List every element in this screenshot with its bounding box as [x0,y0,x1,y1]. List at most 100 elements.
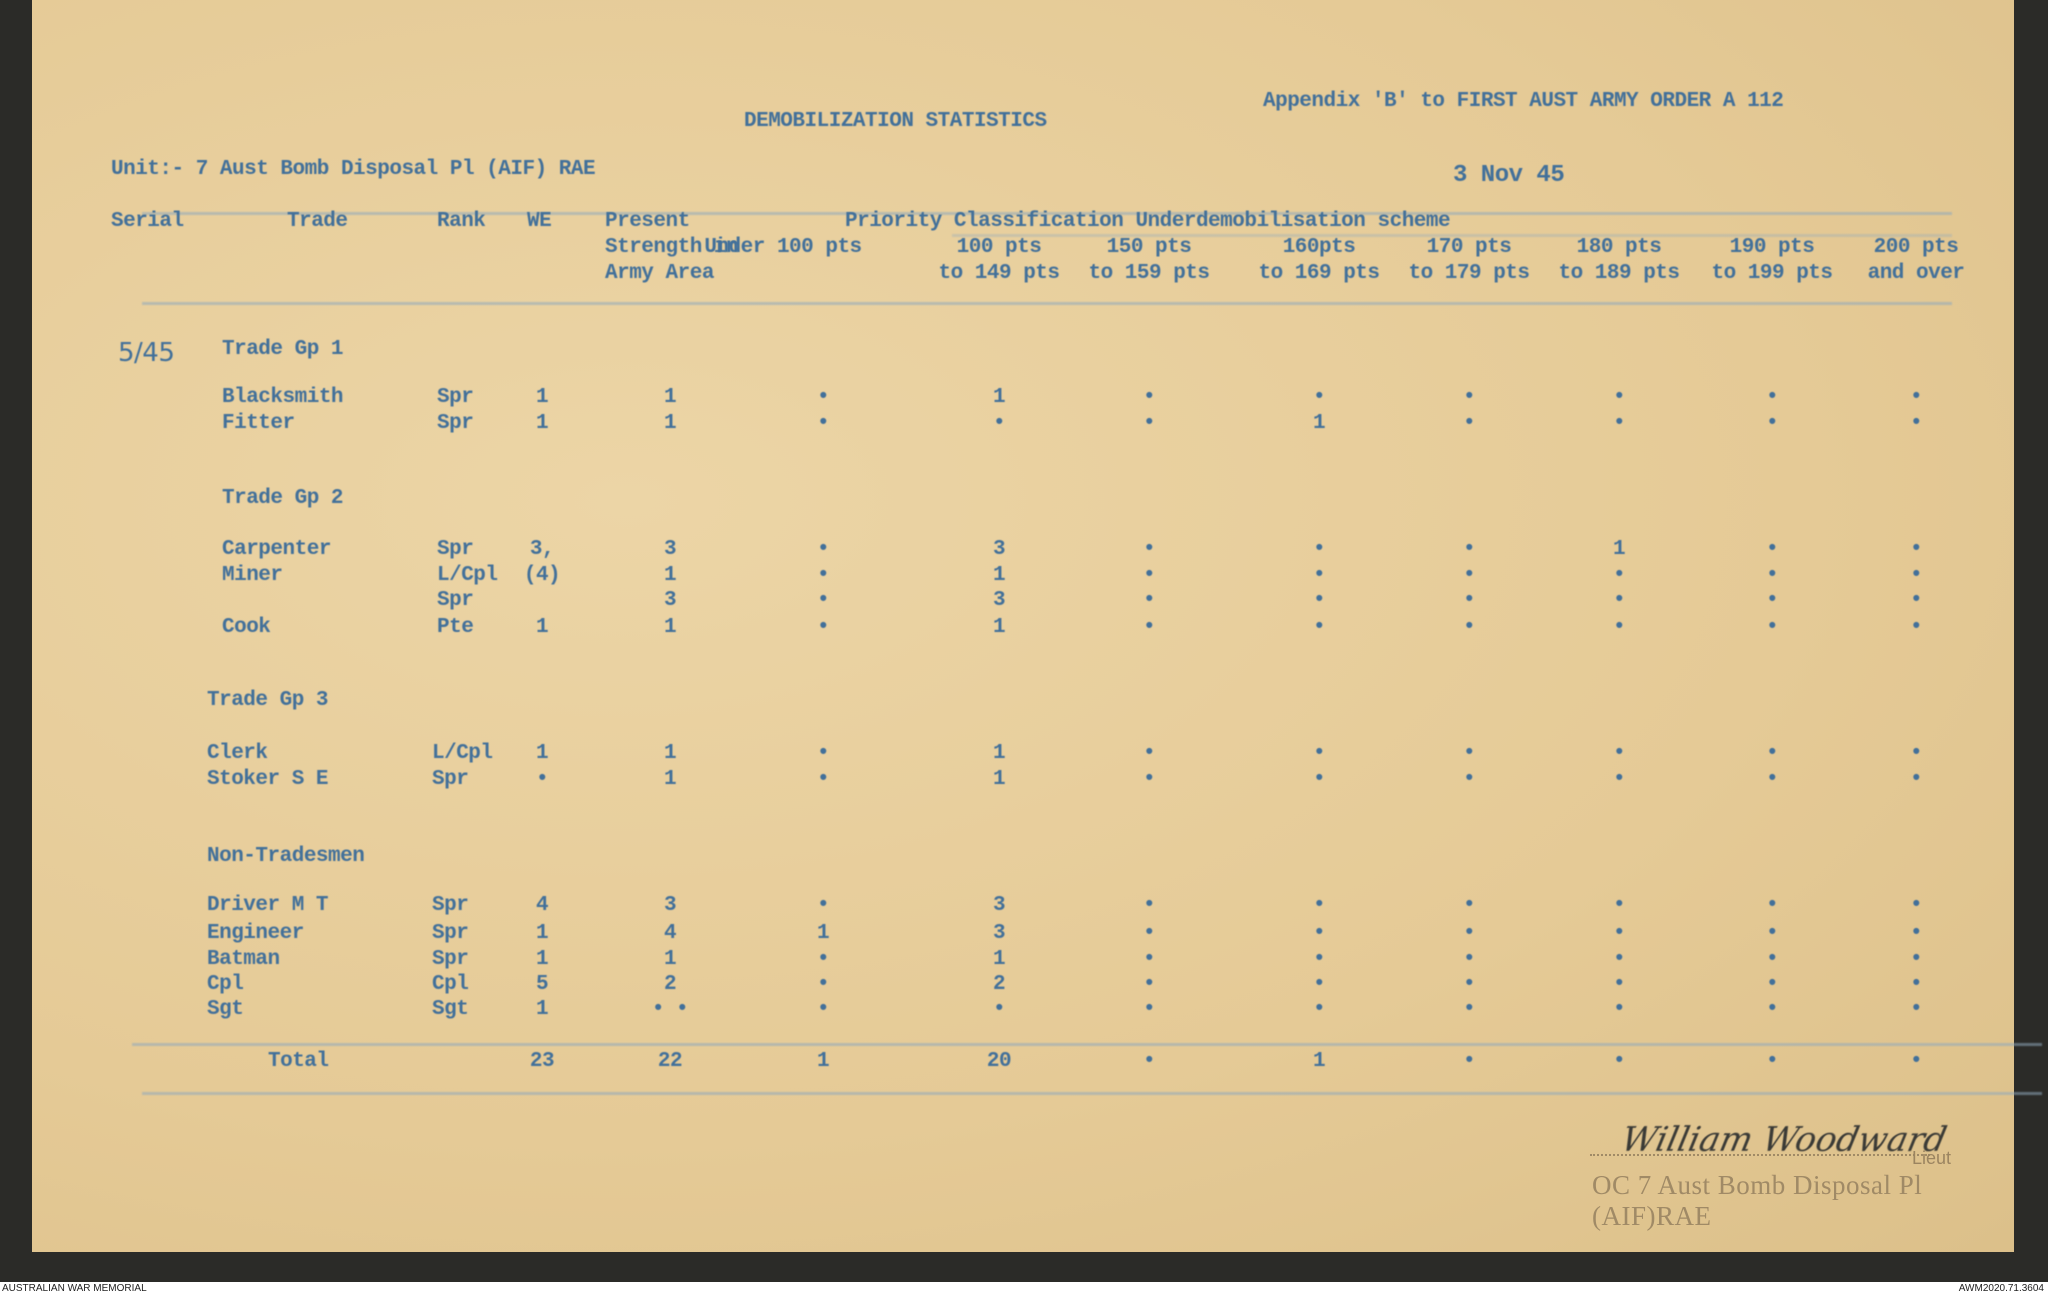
cell-value: • [1312,589,1326,612]
cell-value: • [1909,386,1923,409]
document-date: 3 Nov 45 [1453,162,1565,189]
cell-value: • [1909,768,1923,791]
cell-value: • [1909,538,1923,561]
cell-value: • [1142,412,1156,435]
rank: Spr [437,386,474,409]
cell-value: • [535,768,549,791]
cell-value: 1 [535,742,549,765]
cell-value: 1 [663,412,677,435]
cell-value: • [1142,742,1156,765]
header-rank: Rank [437,210,486,233]
cell-value: 3 [992,589,1006,612]
cell-value: 1 [992,768,1006,791]
trade-name: Batman [207,948,280,971]
cell-value: 1 [992,386,1006,409]
trade-name: Sgt [207,998,244,1021]
header-priority: Priority Classification Underdemobilisat… [845,210,1451,233]
cell-value: • [1612,973,1626,996]
cell-value: • [1909,564,1923,587]
column-header-line1: 190 pts [1729,236,1815,259]
cell-value: 1 [663,616,677,639]
cell-value: • [1312,894,1326,917]
total-value: 1 [1312,1050,1326,1073]
cell-value: 3 [992,894,1006,917]
column-header-line1: 170 pts [1426,236,1512,259]
cell-value: • [1312,386,1326,409]
cell-value: 3, [529,538,555,561]
appendix-reference: Appendix 'B' to FIRST AUST ARMY ORDER A … [1263,90,1784,113]
cell-value: • [1612,768,1626,791]
cell-value: • [1142,616,1156,639]
total-top-rule [132,1043,2042,1046]
trade-name: Cook [222,616,271,639]
cell-value: • [816,616,830,639]
cell-value: • [1462,922,1476,945]
cell-value: • [1765,894,1779,917]
cell-value: • [1312,998,1326,1021]
cell-value: • [1312,922,1326,945]
cell-value: • [1765,589,1779,612]
total-value: • [1765,1050,1779,1073]
trade-name: Engineer [207,922,304,945]
cell-value: 4 [663,922,677,945]
total-label: Total [268,1050,329,1073]
trade-group-label: Non-Tradesmen [207,845,365,868]
cell-value: • [1765,768,1779,791]
cell-value: • [816,386,830,409]
cell-value: • [1765,998,1779,1021]
trade-name: Miner [222,564,283,587]
unit-stamp: OC 7 Aust Bomb Disposal Pl (AIF)RAE [1592,1170,1923,1231]
cell-value: • [1765,948,1779,971]
cell-value: • [1909,742,1923,765]
cell-value: • [816,998,830,1021]
cell-value: 1 [992,564,1006,587]
total-value: • [1462,1050,1476,1073]
cell-value: 1 [535,412,549,435]
cell-value: • [1462,386,1476,409]
column-header-line2: to 189 pts [1558,262,1680,285]
cell-value: • [1765,538,1779,561]
trade-group-label: Trade Gp 1 [222,338,344,361]
column-header-line2: and over [1867,262,1965,285]
total-value: 22 [657,1050,683,1073]
trade-group-label: Trade Gp 3 [207,689,329,712]
trade-name: Stoker S E [207,768,329,791]
cell-value: 4 [535,894,549,917]
cell-value: • [1909,948,1923,971]
cell-value: • [816,948,830,971]
cell-value: • • [651,998,689,1021]
cell-value: • [1909,922,1923,945]
cell-value: • [816,973,830,996]
cell-value: • [1142,948,1156,971]
unit-name: Unit:- 7 Aust Bomb Disposal Pl (AIF) RAE [111,158,596,181]
cell-value: • [1765,616,1779,639]
cell-value: (4) [523,564,561,587]
rank: Spr [437,538,474,561]
cell-value: • [1312,742,1326,765]
cell-value: 1 [663,948,677,971]
cell-value: • [816,768,830,791]
cell-value: 1 [1612,538,1626,561]
cell-value: 1 [663,742,677,765]
cell-value: • [1612,616,1626,639]
cell-value: • [1312,616,1326,639]
column-header-line1: 200 pts [1873,236,1959,259]
cell-value: 1 [535,948,549,971]
cell-value: • [1462,538,1476,561]
column-header-line1: 160pts [1282,236,1356,259]
cell-value: • [1462,564,1476,587]
cell-value: • [1765,412,1779,435]
total-value: • [1142,1050,1156,1073]
cell-value: 3 [992,538,1006,561]
cell-value: • [1312,538,1326,561]
cell-value: • [1612,564,1626,587]
cell-value: 1 [992,742,1006,765]
column-header-line2: to 159 pts [1088,262,1210,285]
cell-value: • [816,538,830,561]
column-header-line2: to 149 pts [938,262,1060,285]
header-present-3: Army Area [605,262,714,285]
rank: Spr [432,948,469,971]
total-value: • [1909,1050,1923,1073]
cell-value: 1 [663,564,677,587]
cell-value: • [816,589,830,612]
